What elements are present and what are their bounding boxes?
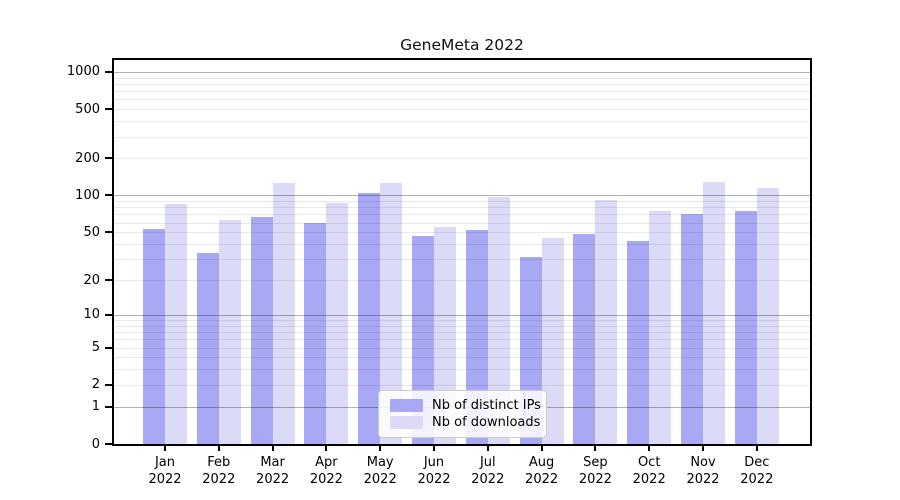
x-axis-tick xyxy=(433,444,435,451)
x-axis-tick xyxy=(540,444,543,451)
bar-downloads xyxy=(595,200,618,444)
plot-area: 0 1 2 5 10 20 50 100 200 500 1000 Jan 2022 Feb 2022 Mar… xyxy=(67,58,812,487)
x-axis-tick-label: Mar 2022 xyxy=(256,455,290,487)
y-axis-tick xyxy=(105,279,112,282)
bar-distinct-ips xyxy=(627,241,650,444)
y-axis-tick-label: 5 xyxy=(91,340,100,355)
bar-distinct-ips xyxy=(250,216,273,444)
bar-distinct-ips xyxy=(358,193,381,444)
y-axis-tick-label: 2 xyxy=(91,377,100,393)
bar-downloads xyxy=(487,196,510,444)
y-axis-tick xyxy=(105,108,112,111)
legend-row-downloads: Nb of downloads xyxy=(390,414,541,431)
x-axis-tick-label: Nov 2022 xyxy=(686,455,720,487)
legend-swatch-downloads xyxy=(390,416,423,429)
x-axis-tick-label: Apr 2022 xyxy=(309,455,343,487)
x-axis-tick xyxy=(648,444,651,451)
y-axis-tick xyxy=(105,443,112,445)
bar-downloads xyxy=(326,203,349,444)
y-axis-tick-label: 100 xyxy=(75,187,100,203)
bar-distinct-ips xyxy=(681,214,703,444)
y-axis-tick xyxy=(105,194,112,197)
x-axis-tick xyxy=(325,444,328,451)
legend-swatch-distinct-ips xyxy=(390,399,423,412)
minor-gridline xyxy=(114,83,810,85)
bar-downloads xyxy=(756,187,779,444)
y-axis-tick xyxy=(105,346,112,349)
chart-title: GeneMeta 2022 xyxy=(400,36,524,54)
x-axis-tick-label: Dec 2022 xyxy=(740,455,774,487)
bar-downloads xyxy=(703,181,725,444)
bar-distinct-ips xyxy=(143,229,165,444)
y-axis-tick-label: 1 xyxy=(91,399,100,415)
major-gridline xyxy=(114,71,810,73)
x-axis-tick-label: Sep 2022 xyxy=(578,455,612,487)
y-axis-tick-label: 20 xyxy=(83,272,100,288)
minor-gridline xyxy=(114,91,810,93)
x-axis-tick-label: Jun 2022 xyxy=(417,455,451,487)
x-axis-tick xyxy=(271,444,274,451)
y-axis-tick xyxy=(105,383,112,386)
y-axis-tick xyxy=(105,231,112,234)
bar-distinct-ips xyxy=(196,252,219,444)
minor-gridline xyxy=(114,158,810,160)
y-axis-tick-label: 1000 xyxy=(66,64,100,80)
y-axis-tick xyxy=(105,405,112,408)
x-axis-tick-label: Aug 2022 xyxy=(525,455,559,487)
bar-downloads xyxy=(380,183,403,444)
x-axis-tick-label: Oct 2022 xyxy=(632,455,666,487)
minor-gridline xyxy=(114,121,810,123)
x-axis-tick xyxy=(702,444,704,451)
bar-downloads xyxy=(165,204,187,444)
y-axis-tick-label: 50 xyxy=(83,224,100,240)
bar-downloads xyxy=(272,183,295,444)
x-axis-tick-label: Jul 2022 xyxy=(471,455,505,487)
legend: Nb of distinct IPs Nb of downloads xyxy=(378,390,547,438)
legend-row-distinct-ips: Nb of distinct IPs xyxy=(390,397,541,414)
bar-distinct-ips xyxy=(304,222,327,444)
y-axis-tick xyxy=(105,70,112,73)
y-axis-tick xyxy=(105,157,112,160)
legend-label-downloads: Nb of downloads xyxy=(432,415,541,430)
y-axis-tick-label: 200 xyxy=(75,150,100,166)
bar-downloads xyxy=(541,237,564,444)
x-axis-tick-label: May 2022 xyxy=(363,455,397,487)
x-axis-tick xyxy=(594,444,597,451)
minor-gridline xyxy=(114,77,810,79)
plot-inner: 0 1 2 5 10 20 50 100 200 500 1000 Jan 2022 Feb 2022 Mar… xyxy=(67,60,810,487)
y-axis-tick-label: 0 xyxy=(91,436,100,452)
minor-gridline xyxy=(114,136,810,138)
y-axis-tick-label: 10 xyxy=(83,307,100,323)
bar-downloads xyxy=(218,220,241,444)
x-axis-tick-label: Jan 2022 xyxy=(148,455,182,487)
bar-distinct-ips xyxy=(573,234,596,444)
x-axis-tick-label: Feb 2022 xyxy=(202,455,236,487)
legend-label-distinct-ips: Nb of distinct IPs xyxy=(432,398,541,413)
bar-downloads xyxy=(649,210,672,444)
y-axis-tick-label: 500 xyxy=(75,101,100,117)
minor-gridline xyxy=(114,99,810,101)
y-axis-tick xyxy=(105,313,112,316)
x-axis-tick xyxy=(217,444,220,451)
x-axis-tick xyxy=(379,444,382,451)
x-axis-tick xyxy=(164,444,166,451)
minor-gridline xyxy=(114,109,810,111)
bar-downloads xyxy=(434,227,456,444)
x-axis-tick xyxy=(486,444,489,451)
bar-distinct-ips xyxy=(734,211,757,444)
x-axis-tick xyxy=(755,444,758,451)
